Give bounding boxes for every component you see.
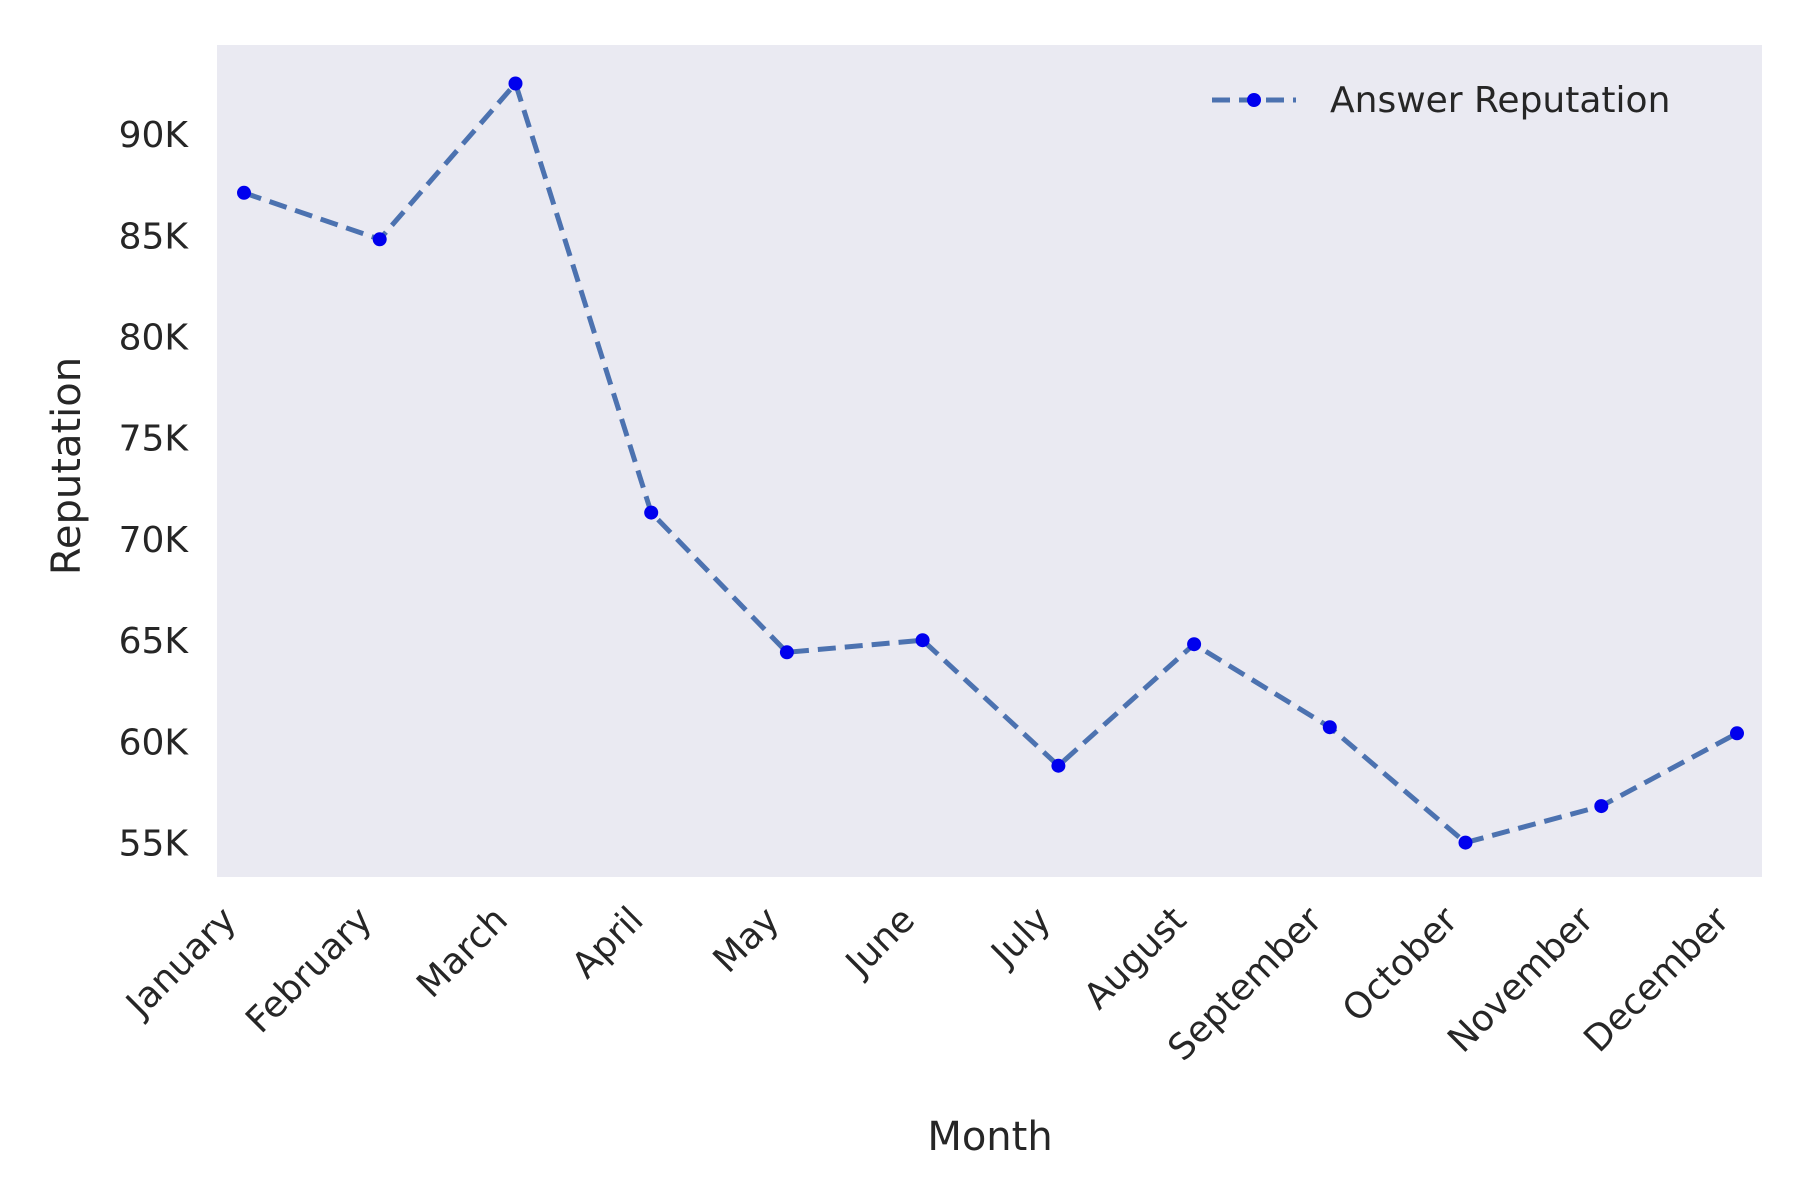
y-tick-label: 75K [119,419,190,460]
data-point-february [372,232,387,247]
data-point-april [644,505,659,520]
y-axis-label: Reputation [44,357,90,575]
legend-marker-sample [1247,93,1261,107]
y-tick-label: 55K [119,824,190,865]
x-tick-label: January [117,899,244,1026]
data-point-october [1458,835,1473,850]
x-tick-label: July [983,899,1059,975]
data-point-june [915,633,930,648]
y-tick-label: 70K [119,520,190,561]
line-layer [243,81,1739,846]
data-point-august [1187,637,1202,652]
x-axis-label: Month [927,1114,1052,1160]
y-tick-label: 90K [119,115,190,156]
x-tick-label: June [837,899,923,985]
x-tick-label: April [564,899,651,986]
x-tick-label: March [409,899,516,1006]
data-point-january [237,185,251,200]
x-tick-label: October [1335,899,1466,1030]
plot-area [217,45,1762,877]
y-tick-label: 60K [119,722,190,763]
data-point-september [1322,720,1337,735]
y-axis-ticks: 55K 60K 65K 70K 75K 80K 85K 90K [119,115,190,865]
y-tick-label: 85K [119,216,190,257]
x-tick-label: August [1076,899,1194,1017]
x-tick-label: November [1440,899,1602,1061]
data-point-july [1051,758,1066,773]
x-tick-label: December [1576,899,1737,1060]
data-point-may [779,645,794,660]
data-point-november [1594,799,1609,814]
y-tick-label: 80K [119,318,190,359]
x-tick-label: February [238,899,380,1041]
legend-label: Answer Reputation [1330,80,1670,121]
x-tick-label: May [706,899,788,981]
y-tick-label: 65K [119,621,190,662]
legend: Answer Reputation [1212,80,1670,121]
marker-layer [237,76,1744,850]
data-point-december [1730,726,1744,741]
data-point-march [508,76,523,91]
series-line [243,81,1739,846]
